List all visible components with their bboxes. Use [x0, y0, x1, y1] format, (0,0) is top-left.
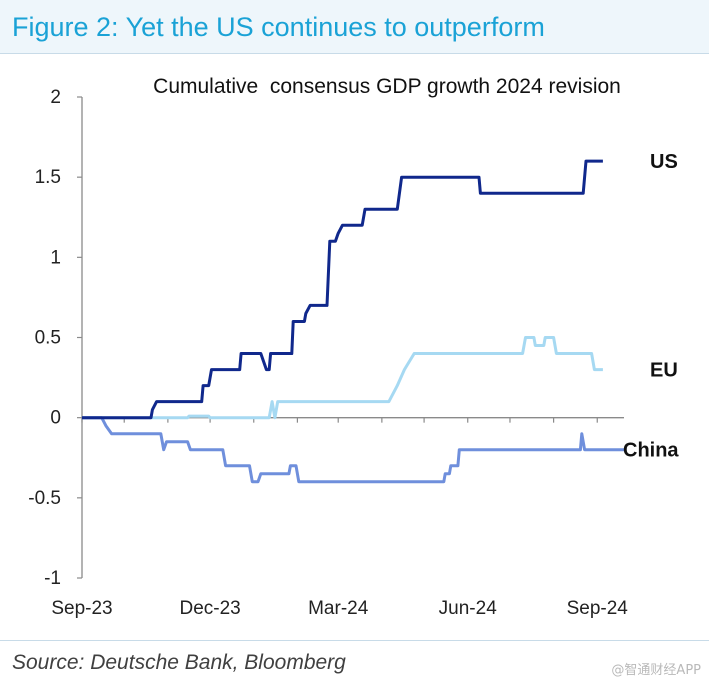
- series-line-eu: [82, 336, 603, 420]
- x-tick-label: Sep-24: [567, 598, 629, 619]
- x-tick-label: Jun-24: [439, 598, 498, 619]
- chart-series-lines: [82, 159, 624, 484]
- y-tick-label: 2: [50, 87, 61, 108]
- y-tick-label: 1.5: [35, 167, 61, 188]
- source-note: Source: Deutsche Bank, Bloomberg: [12, 651, 346, 674]
- figure-footer: Source: Deutsche Bank, Bloomberg @智通财经AP…: [0, 640, 709, 689]
- x-tick-label: Sep-23: [51, 598, 112, 619]
- gdp-revision-chart: Cumulative consensus GDP growth 2024 rev…: [28, 75, 679, 619]
- y-tick-label: -0.5: [28, 488, 61, 509]
- x-tick-label: Dec-23: [179, 598, 240, 619]
- series-line-us: [82, 159, 603, 420]
- y-tick-label: 0: [50, 408, 61, 429]
- x-tick-label: Mar-24: [308, 598, 369, 619]
- figure-heading: Figure 2: Yet the US continues to outper…: [0, 0, 709, 54]
- series-line-china: [82, 416, 624, 484]
- y-tick-label: 1: [50, 247, 61, 268]
- watermark: @智通财经APP: [611, 663, 701, 678]
- y-tick-label: 0.5: [35, 328, 61, 349]
- series-label-china: China: [623, 440, 679, 462]
- figure-title: Figure 2: Yet the US continues to outper…: [12, 12, 545, 42]
- chart-axes: 2 1.5 1 0.5 0 -0.5 -1 Sep-23 Dec-23 Mar-24 Jun-24 S…: [28, 87, 628, 619]
- series-label-us: US: [650, 151, 678, 173]
- series-label-eu: EU: [650, 360, 678, 382]
- chart-title: Cumulative consensus GDP growth 2024 rev…: [153, 75, 621, 98]
- y-tick-label: -1: [44, 568, 61, 589]
- chart-series-labels: US EU China: [623, 151, 679, 462]
